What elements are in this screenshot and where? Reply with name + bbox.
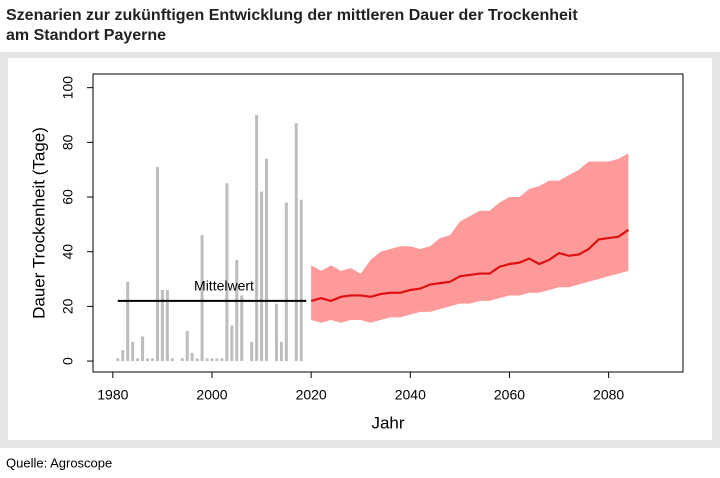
bar <box>146 358 150 362</box>
x-tick-label: 2060 <box>494 387 525 403</box>
bar <box>200 235 204 362</box>
bar <box>180 358 184 362</box>
y-tick-label: 80 <box>60 134 76 150</box>
bar <box>250 341 254 362</box>
bar <box>131 341 135 362</box>
y-tick-label: 40 <box>60 244 76 260</box>
chart-title: am Standort Payerne <box>6 27 166 44</box>
bar <box>220 358 224 362</box>
chart-title: Szenarien zur zukünftigen Entwicklung de… <box>6 7 578 24</box>
bar <box>230 325 234 362</box>
bar <box>126 281 130 362</box>
bar <box>195 358 199 362</box>
bar <box>160 289 164 362</box>
bar <box>165 289 169 362</box>
bar <box>210 358 214 362</box>
bar <box>284 202 288 362</box>
y-axis-label: Dauer Trockenheit (Tage) <box>29 127 48 319</box>
y-tick-label: 100 <box>60 76 76 100</box>
bar <box>190 352 194 362</box>
x-axis-label: Jahr <box>371 413 404 432</box>
bar <box>170 358 174 362</box>
bar <box>141 336 145 362</box>
plot-frame <box>92 73 684 373</box>
bar <box>215 358 219 362</box>
bar <box>294 123 298 362</box>
bar <box>116 358 120 362</box>
bar <box>150 358 154 362</box>
bar <box>265 158 269 362</box>
bar <box>260 191 264 362</box>
bar <box>136 358 140 362</box>
y-tick-label: 20 <box>60 298 76 314</box>
source: Quelle: Agroscope <box>6 455 112 470</box>
bar <box>235 259 239 362</box>
x-tick-label: 1980 <box>97 387 128 403</box>
projection-line <box>310 228 630 303</box>
mean-label: Mittelwert <box>194 278 254 294</box>
bar <box>205 358 209 362</box>
bar <box>185 330 189 362</box>
bar <box>279 341 283 362</box>
x-tick-label: 2020 <box>296 387 327 403</box>
bar <box>299 199 303 362</box>
y-tick-label: 60 <box>60 189 76 205</box>
x-tick-label: 2040 <box>395 387 426 403</box>
bar <box>121 350 125 362</box>
bar <box>240 295 244 362</box>
bar <box>274 303 278 362</box>
x-tick-label: 2000 <box>196 387 227 403</box>
bar <box>255 115 259 362</box>
x-tick-label: 2080 <box>593 387 624 403</box>
bar <box>225 183 229 362</box>
confidence-band <box>311 153 629 323</box>
bar <box>155 166 159 362</box>
plot: Mittelwert <box>116 115 630 362</box>
y-tick-label: 0 <box>60 357 76 365</box>
